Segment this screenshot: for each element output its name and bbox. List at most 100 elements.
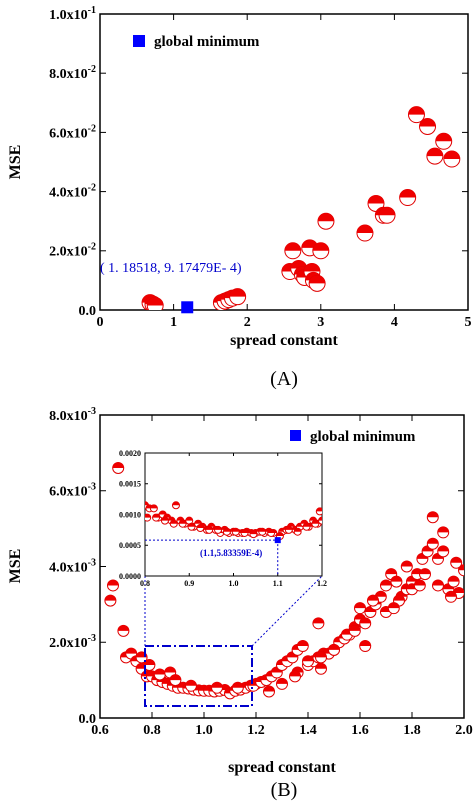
inset-points xyxy=(145,501,322,541)
legend-marker-icon xyxy=(290,430,301,441)
panel-a-data-point xyxy=(419,117,437,135)
inset-y-tick-label: 0.0005 xyxy=(119,541,141,550)
panel-b-x-tick-label: 0.8 xyxy=(143,723,161,738)
panel-b-label: (B) xyxy=(271,779,298,801)
panel-b-data-point xyxy=(302,655,314,668)
panel-b-data-point xyxy=(437,545,450,558)
panel-a-data-point xyxy=(284,242,302,260)
panel-b-data-point xyxy=(315,651,327,664)
inset-data-point xyxy=(187,522,196,531)
panel-b-data-point xyxy=(185,679,197,692)
panel-a-data-point xyxy=(308,274,326,292)
zoom-connector-right xyxy=(251,575,323,647)
panel-b-data-point xyxy=(426,511,439,524)
inset-x-tick-label: 0.8 xyxy=(140,579,150,588)
panel-b-data-point xyxy=(359,617,372,630)
panel-a-y-tick-label: 8.0x10-2 xyxy=(49,64,96,82)
panel-a-y-axis-title: MSE xyxy=(7,145,24,180)
panel-a-data-point xyxy=(435,132,453,150)
panel-b-data-point xyxy=(458,564,464,577)
panel-b-x-tick-label: 1.4 xyxy=(299,723,317,738)
inset-chart: 0.0000 0.0005 0.0010 0.0015 0.0020 0.8 0.9 1.0… xyxy=(119,449,327,588)
panel-a-y-tick-label: 0.0 xyxy=(79,304,97,319)
panel-a-y-tick-label: 1.0x10-1 xyxy=(49,5,96,23)
panel-b-x-tick-label: 1.0 xyxy=(195,723,213,738)
panel-b-x-tick-label: 1.2 xyxy=(247,723,265,738)
panel-b-data-point xyxy=(348,624,361,637)
panel-b-x-ticks: 0.6 0.8 1.0 1.2 1.4 1.6 1.8 2.0 xyxy=(91,415,473,738)
panel-b-x-tick-label: 0.6 xyxy=(91,723,109,738)
panel-a-y-ticks: 0.0 2.0x10-2 4.0x10-2 6.0x10-2 8.0x10-2 1.0x1… xyxy=(49,5,468,319)
panel-a-y-tick-label: 4.0x10-2 xyxy=(49,183,96,201)
panel-b-data-point xyxy=(107,579,119,592)
panel-b-points xyxy=(104,462,464,700)
panel-a-x-axis-title: spread constant xyxy=(230,332,338,349)
inset-frame xyxy=(144,452,323,577)
panel-a-data-point xyxy=(426,147,444,165)
inset-data-point xyxy=(205,525,214,534)
inset-data-point xyxy=(315,507,322,516)
panel-b-x-tick-label: 2.0 xyxy=(455,723,473,738)
inset-data-point xyxy=(293,527,302,536)
panel-b-data-point xyxy=(354,602,366,615)
inset-data-point xyxy=(196,524,205,533)
inset-x-tick-label: 1.2 xyxy=(317,579,327,588)
inset-data-point xyxy=(284,525,293,534)
panel-a-x-tick-label: 2 xyxy=(244,315,251,330)
panel-b: 0.02.0x10-34.0x10-36.0x10-38.0x10-3 0.6 0… xyxy=(7,406,473,801)
inset-data-point xyxy=(231,527,240,536)
inset-data-point xyxy=(152,513,161,522)
inset-y-tick-label: 0.0015 xyxy=(119,480,141,489)
panel-b-data-point xyxy=(143,658,156,671)
inset-x-tick-label: 0.9 xyxy=(184,579,194,588)
inset-annotation: (1.1,5.83359E-4) xyxy=(200,548,262,558)
panel-b-y-tick-label: 4.0x10-3 xyxy=(49,557,96,575)
panel-a-x-tick-label: 3 xyxy=(317,315,324,330)
panel-a-label: (A) xyxy=(270,368,298,390)
panel-b-data-point xyxy=(367,594,379,607)
panel-b-data-point xyxy=(450,556,463,569)
panel-b-data-point xyxy=(390,575,403,588)
panel-b-data-point xyxy=(169,674,182,687)
inset-data-point xyxy=(214,525,223,534)
panel-b-x-tick-label: 1.8 xyxy=(403,723,421,738)
panel-a-data-point xyxy=(378,206,396,224)
inset-data-point xyxy=(169,519,178,528)
inset-data-point xyxy=(178,519,187,528)
panel-a-data-point xyxy=(367,194,385,212)
panel-b-data-point xyxy=(328,643,340,656)
panel-b-legend-label: global minimum xyxy=(310,429,416,445)
panel-a-points xyxy=(141,106,461,310)
panel-a-data-point xyxy=(443,150,461,168)
inset-y-tick-label: 0.0010 xyxy=(119,510,141,519)
panel-b-data-point xyxy=(400,560,413,573)
panel-a-data-point xyxy=(399,189,417,207)
panel-b-data-point xyxy=(447,575,460,588)
panel-a-x-tick-label: 1 xyxy=(170,315,177,330)
panel-b-data-point xyxy=(432,579,444,592)
panel-a-y-tick-label: 6.0x10-2 xyxy=(49,123,96,141)
panel-a-x-tick-label: 0 xyxy=(97,315,104,330)
panel-a-data-point xyxy=(317,212,335,230)
inset-y-tick-label: 0.0000 xyxy=(119,572,141,581)
panel-b-x-tick-label: 1.6 xyxy=(351,723,369,738)
panel-b-data-point xyxy=(117,624,130,637)
panel-b-y-tick-label: 0.0 xyxy=(79,712,97,727)
panel-a-annotation: ( 1. 18518, 9. 17479E- 4) xyxy=(100,261,242,276)
inset-data-point xyxy=(258,527,267,536)
panel-a-legend-label: global minimum xyxy=(154,34,260,50)
panel-b-y-tick-label: 8.0x10-3 xyxy=(49,406,96,424)
panel-a-frame xyxy=(99,13,469,311)
panel-b-data-point xyxy=(387,602,400,615)
panel-a-data-point xyxy=(356,224,374,242)
panel-b-y-tick-label: 2.0x10-3 xyxy=(49,633,96,651)
panel-b-data-point xyxy=(437,526,450,539)
panel-b-data-point xyxy=(289,670,301,683)
panel-b-data-point xyxy=(296,640,309,653)
inset-data-point xyxy=(267,528,276,537)
inset-data-point xyxy=(145,513,152,522)
panel-b-data-point xyxy=(413,579,426,592)
panel-a-x-tick-label: 4 xyxy=(391,315,398,330)
panel-b-data-point xyxy=(380,579,392,592)
panel-a-y-tick-label: 2.0x10-2 xyxy=(49,242,96,260)
